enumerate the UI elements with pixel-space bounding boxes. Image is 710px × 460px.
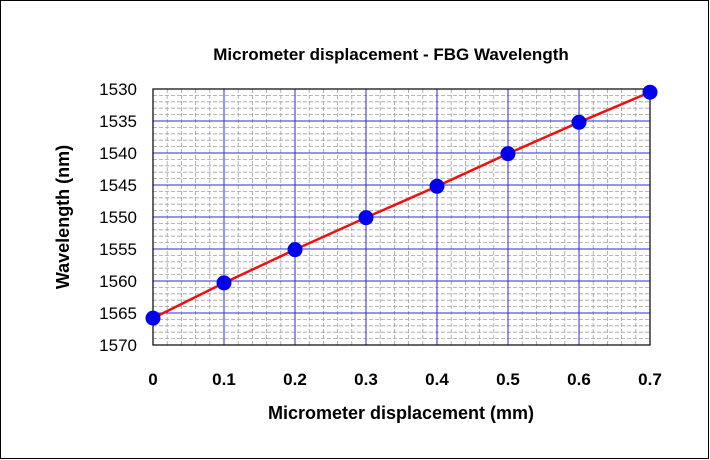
series-line [152, 91, 651, 320]
y-tick-label: 1555 [99, 240, 137, 259]
data-point [287, 242, 303, 258]
data-point [642, 84, 658, 100]
y-tick-label: 1570 [99, 336, 137, 355]
x-axis-title: Micrometer displacement (mm) [268, 403, 534, 423]
x-tick-label: 0 [148, 370, 157, 389]
y-tick-label: 1565 [99, 304, 137, 323]
y-axis-title: Wavelength (nm) [53, 145, 73, 289]
chart-title: Micrometer displacement - FBG Wavelength [213, 45, 569, 64]
x-axis-ticks: 0 0.1 0.2 0.3 0.4 0.5 0.6 0.7 [148, 370, 662, 389]
x-tick-label: 0.2 [283, 370, 307, 389]
y-tick-label: 1560 [99, 272, 137, 291]
y-axis-ticks: 1530 1535 1540 1545 1550 1555 1560 1565 1570 [99, 80, 137, 355]
data-point [500, 146, 516, 162]
x-tick-label: 0.5 [496, 370, 520, 389]
x-tick-label: 0.1 [212, 370, 236, 389]
data-point [571, 114, 587, 130]
data-point [145, 310, 161, 326]
y-tick-label: 1540 [99, 144, 137, 163]
plot-area-border [152, 88, 651, 346]
y-tick-label: 1535 [99, 112, 137, 131]
series-points [145, 84, 658, 326]
y-tick-label: 1550 [99, 208, 137, 227]
x-tick-label: 0.4 [425, 370, 449, 389]
data-point [216, 275, 232, 291]
y-tick-label: 1545 [99, 176, 137, 195]
x-tick-label: 0.7 [638, 370, 662, 389]
data-point [358, 210, 374, 226]
x-tick-label: 0.6 [567, 370, 591, 389]
y-tick-label: 1530 [99, 80, 137, 99]
x-tick-label: 0.3 [354, 370, 378, 389]
data-point [429, 178, 445, 194]
